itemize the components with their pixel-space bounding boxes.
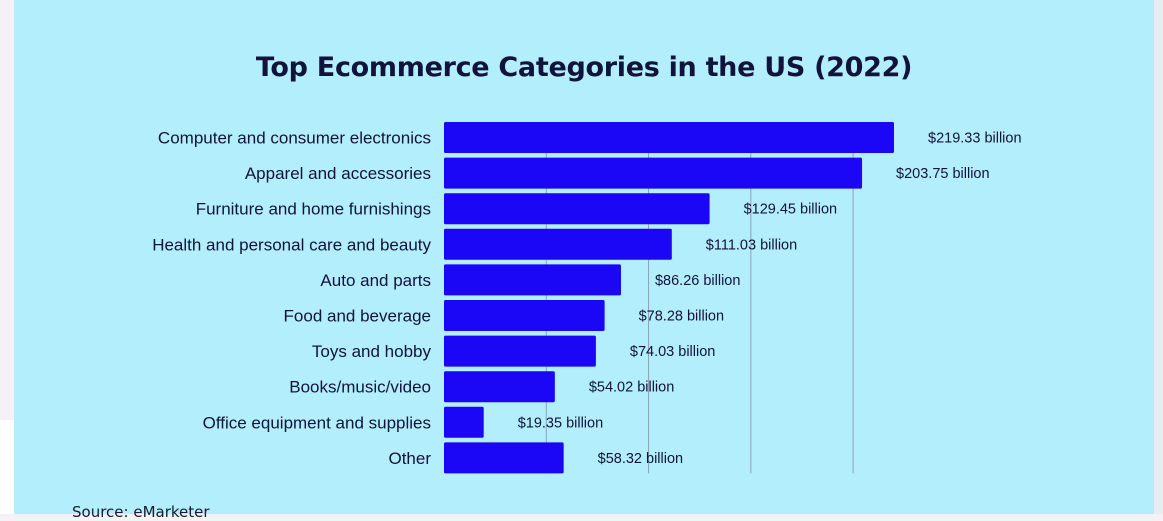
- category-label: Auto and parts: [320, 271, 431, 290]
- chart-title: Top Ecommerce Categories in the US (2022…: [255, 52, 913, 83]
- value-label: $111.03 billion: [706, 237, 797, 253]
- value-label: $203.75 billion: [896, 166, 990, 182]
- category-label: Health and personal care and beauty: [152, 235, 431, 254]
- value-label: $219.33 billion: [928, 131, 1022, 147]
- bar-chart: Computer and consumer electronics $219.33…: [152, 122, 1022, 474]
- value-label: $58.32 billion: [598, 451, 683, 467]
- category-label: Apparel and accessories: [245, 164, 431, 183]
- bar: [444, 264, 621, 296]
- source-note: Source: eMarketer: [72, 503, 210, 521]
- bar: [444, 442, 564, 474]
- page-edge: [1154, 0, 1163, 514]
- value-label: $78.28 billion: [639, 309, 724, 325]
- bar: [444, 157, 863, 189]
- value-label: $74.03 billion: [630, 344, 715, 360]
- value-label: $86.26 billion: [655, 273, 740, 289]
- bar: [444, 228, 672, 260]
- bar: [444, 371, 555, 403]
- category-label: Office equipment and supplies: [203, 413, 431, 432]
- category-label: Computer and consumer electronics: [158, 129, 431, 148]
- bar: [444, 300, 605, 331]
- category-label: Other: [388, 449, 431, 468]
- bar: [444, 193, 710, 225]
- category-label: Food and beverage: [284, 307, 431, 326]
- bar: [444, 122, 894, 153]
- value-label: $19.35 billion: [518, 415, 603, 431]
- category-label: Toys and hobby: [312, 342, 432, 361]
- chart-card: Top Ecommerce Categories in the US (2022…: [14, 0, 1154, 521]
- value-label: $129.45 billion: [744, 202, 838, 218]
- value-label: $54.02 billion: [589, 380, 674, 396]
- category-label: Books/music/video: [289, 378, 431, 397]
- bar: [444, 335, 596, 367]
- bar: [444, 406, 484, 438]
- category-label: Furniture and home furnishings: [196, 200, 431, 219]
